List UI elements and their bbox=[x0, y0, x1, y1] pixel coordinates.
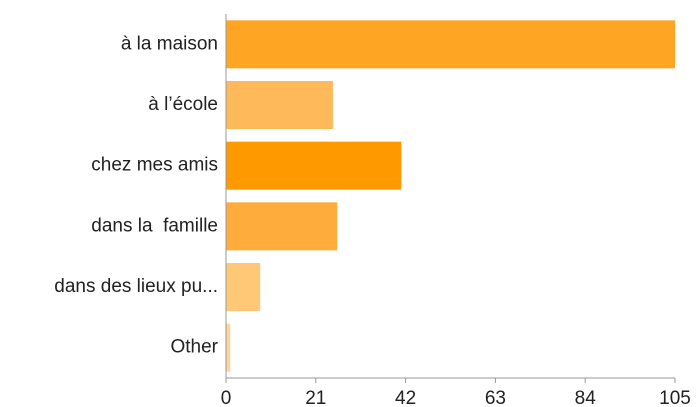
x-tick-label: 0 bbox=[221, 388, 232, 407]
bar bbox=[226, 141, 402, 190]
y-tick-label: à l’école bbox=[148, 94, 218, 115]
y-tick-label: Other bbox=[170, 337, 218, 358]
x-tick-label: 63 bbox=[485, 388, 506, 407]
y-tick-label: dans des lieux pu... bbox=[54, 276, 218, 297]
bar bbox=[226, 20, 675, 69]
bar bbox=[226, 323, 231, 372]
y-tick-label: à la maison bbox=[121, 33, 218, 54]
bar bbox=[226, 263, 261, 311]
x-tick-label: 42 bbox=[395, 388, 416, 407]
y-tick-label: chez mes amis bbox=[91, 155, 218, 176]
x-tick-label: 105 bbox=[659, 388, 691, 407]
bar bbox=[226, 81, 333, 129]
x-tick-label: 21 bbox=[305, 388, 326, 407]
y-tick-label: dans la famille bbox=[91, 215, 218, 236]
bar bbox=[226, 202, 338, 251]
x-tick-label: 84 bbox=[575, 388, 597, 407]
